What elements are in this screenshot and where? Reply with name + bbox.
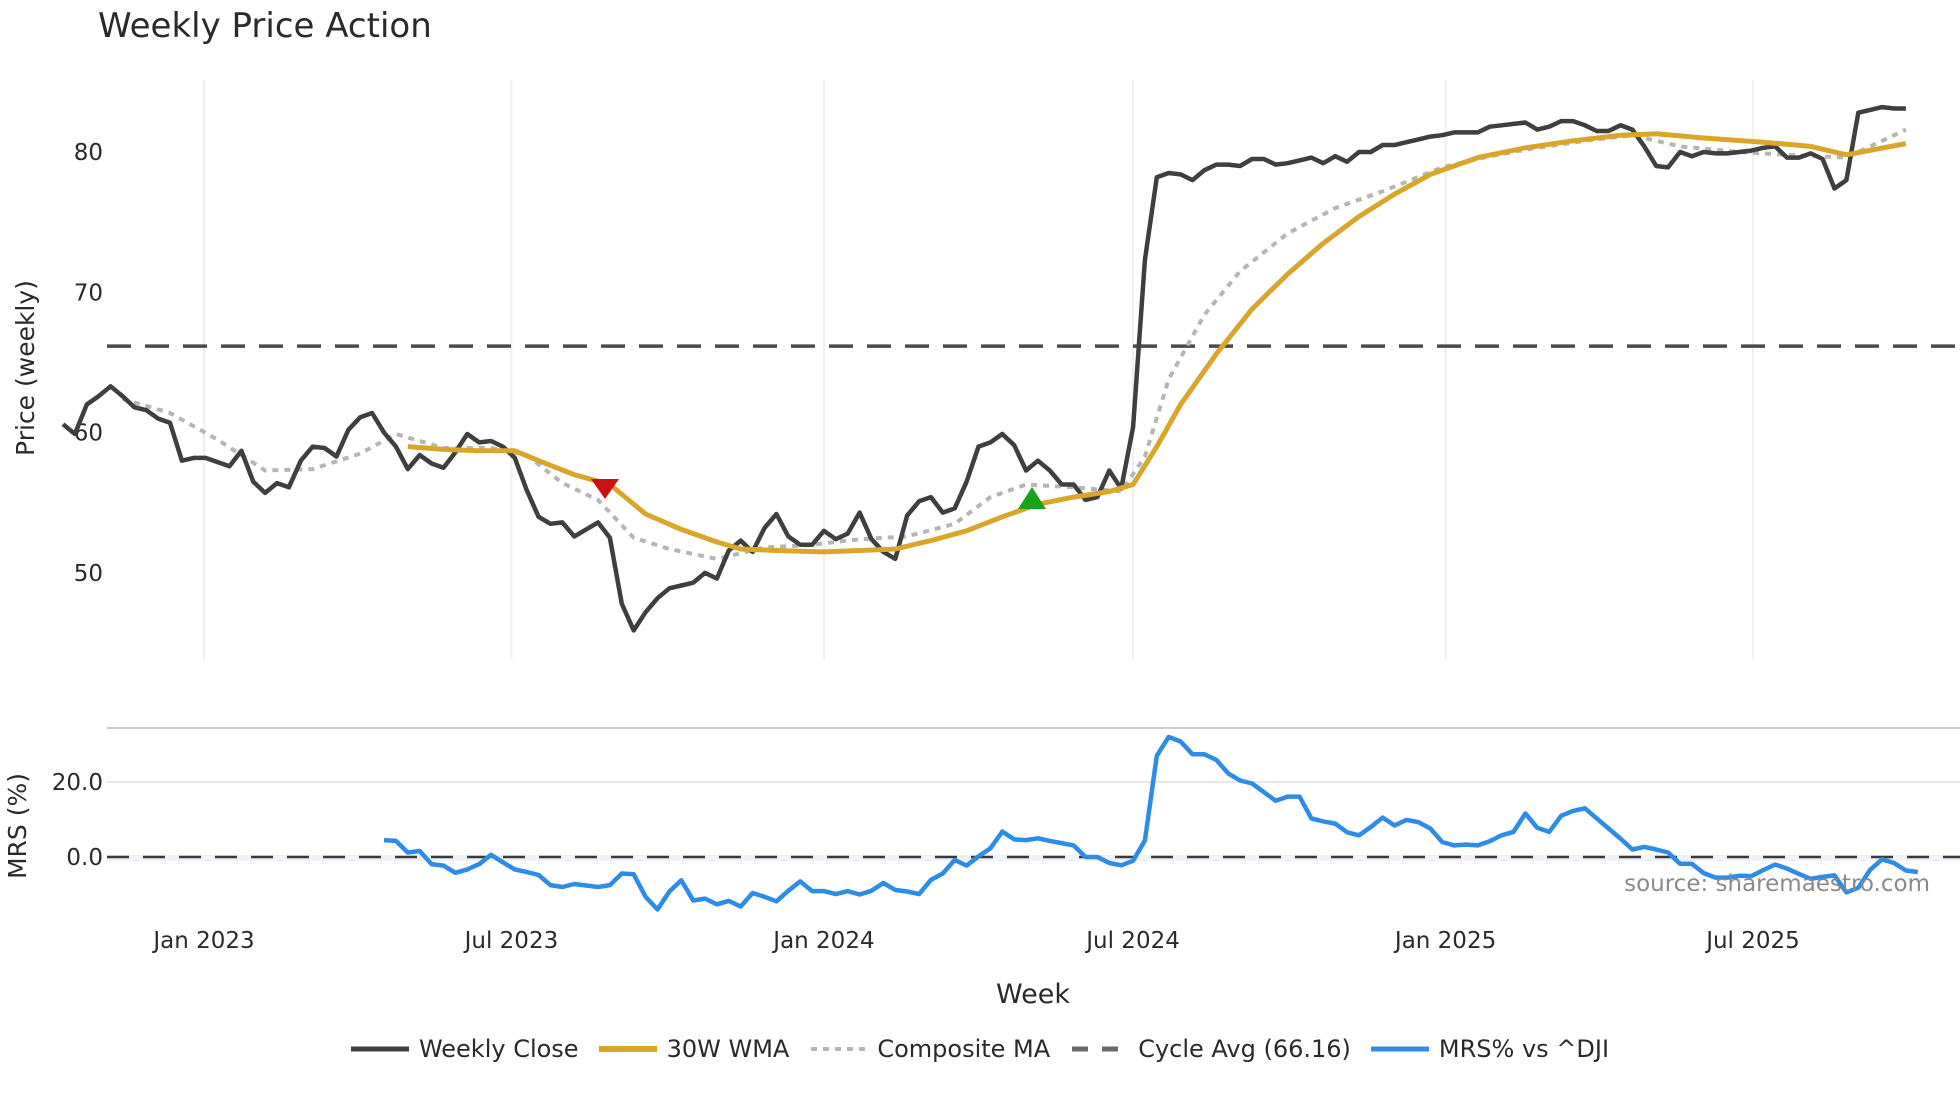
- source-note: source: sharemaestro.com: [1624, 871, 1930, 897]
- wma-30w-line[interactable]: [407, 131, 1907, 555]
- composite-ma-swatch-icon: [811, 1047, 868, 1051]
- x-tick-label: Jul 2025: [1704, 928, 1800, 954]
- mrs-zero-band: [107, 855, 1960, 861]
- legend: Weekly Close 30W WMA Composite MA Cycle …: [0, 1035, 1960, 1063]
- x-axis: Jan 2023 Jul 2023 Jan 2024 Jul 2024 Jan 2025…: [151, 928, 1799, 954]
- mrs-y-axis: 20.0 0.0: [52, 770, 103, 871]
- legend-label: Cycle Avg (66.16): [1138, 1035, 1351, 1063]
- y-tick-label: 80: [74, 140, 103, 166]
- legend-label: Weekly Close: [418, 1035, 579, 1063]
- x-tick-label: Jul 2024: [1084, 928, 1180, 954]
- mrs-y-axis-label: MRS (%): [3, 773, 32, 879]
- mrs-line[interactable]: [383, 734, 1919, 912]
- price-y-axis-label: Price (weekly): [11, 280, 40, 456]
- mrs-y-tick-label: 20.0: [52, 770, 103, 796]
- mrs-y-tick-label: 0.0: [66, 845, 103, 871]
- legend-item-mrs[interactable]: MRS% vs ^DJI: [1370, 1035, 1610, 1063]
- legend-item-wma[interactable]: 30W WMA: [598, 1035, 790, 1063]
- sell-signal-triangle-down-icon[interactable]: [591, 479, 619, 499]
- legend-label: MRS% vs ^DJI: [1438, 1035, 1610, 1063]
- y-tick-label: 70: [74, 280, 103, 306]
- x-tick-label: Jul 2023: [463, 928, 559, 954]
- x-axis-label: Week: [996, 979, 1070, 1010]
- weekly-close-swatch-icon: [350, 1046, 409, 1052]
- chart-title: Weekly Price Action: [98, 6, 432, 46]
- legend-item-composite-ma[interactable]: Composite MA: [809, 1035, 1050, 1063]
- x-tick-label: Jan 2023: [151, 928, 254, 954]
- wma-swatch-icon: [598, 1046, 657, 1052]
- weekly-close-line[interactable]: [61, 104, 1906, 633]
- legend-item-weekly-close[interactable]: Weekly Close: [350, 1035, 579, 1063]
- mrs-swatch-icon: [1370, 1046, 1429, 1052]
- legend-label: 30W WMA: [666, 1035, 790, 1063]
- x-tick-label: Jan 2024: [771, 928, 874, 954]
- composite-ma-line[interactable]: [121, 127, 1907, 561]
- legend-item-cycle-avg[interactable]: Cycle Avg (66.16): [1070, 1035, 1351, 1063]
- cycle-avg-swatch-icon: [1072, 1046, 1129, 1052]
- gridlines: [203, 80, 1754, 660]
- buy-signal-triangle-up-icon[interactable]: [1018, 487, 1046, 509]
- y-tick-label: 50: [74, 561, 103, 587]
- legend-label: Composite MA: [877, 1035, 1051, 1063]
- x-tick-label: Jan 2025: [1393, 928, 1496, 954]
